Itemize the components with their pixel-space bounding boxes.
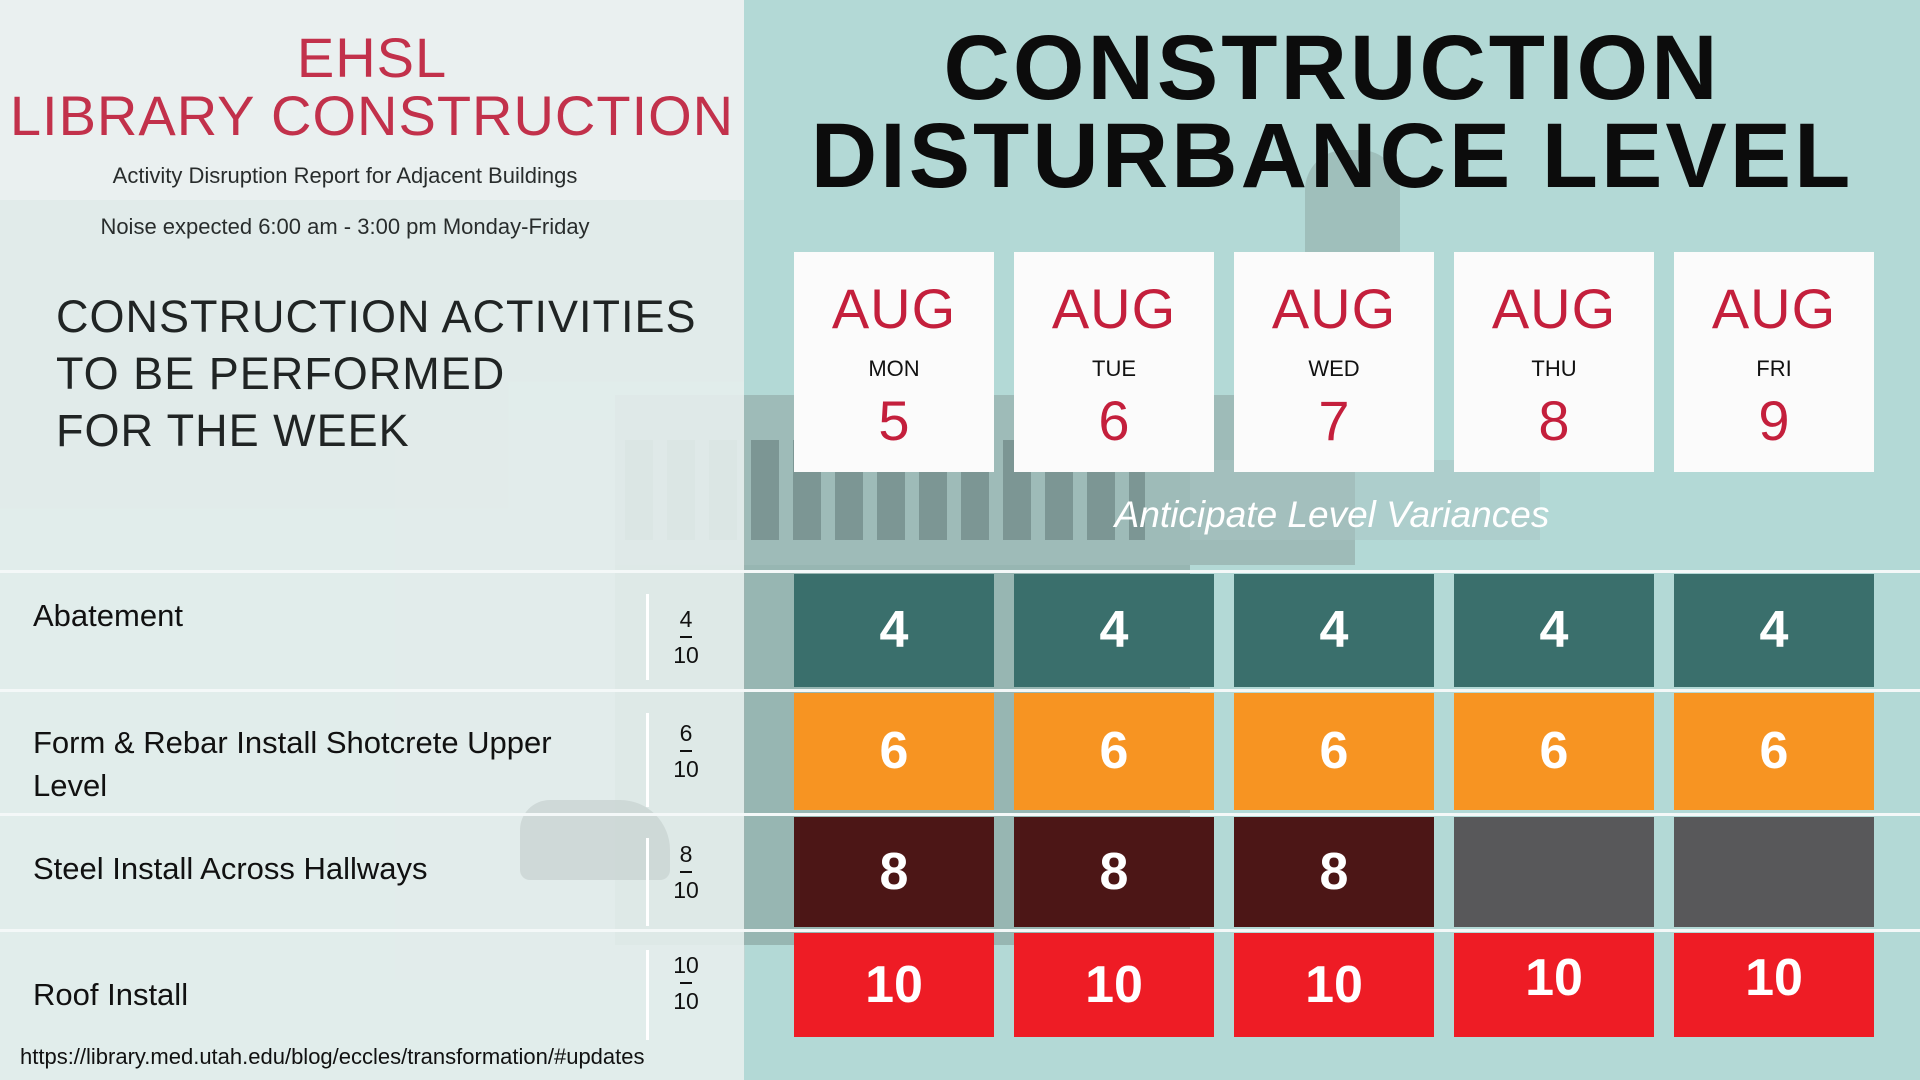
level-cell: 10 xyxy=(1454,933,1654,1037)
activities-heading-line: FOR THE WEEK xyxy=(56,405,410,456)
level-cell: 10 xyxy=(794,933,994,1037)
activity-label: Steel Install Across Hallways xyxy=(33,851,428,886)
fraction-numerator: 6 xyxy=(679,720,693,746)
date-month: AUG xyxy=(1491,277,1617,340)
noise-note: Noise expected 6:00 am - 3:00 pm Monday-… xyxy=(100,214,590,239)
row-separator-bar xyxy=(646,594,649,680)
level-cell: 6 xyxy=(1674,693,1874,810)
fraction-numerator: 4 xyxy=(679,606,693,632)
level-cell: 8 xyxy=(1014,817,1214,927)
header-block: EHSL LIBRARY CONSTRUCTION Activity Disru… xyxy=(0,0,744,200)
fraction-bar xyxy=(680,871,692,873)
fraction-bar xyxy=(680,636,692,638)
header-title-line1: EHSL xyxy=(296,26,448,89)
level-fraction: 6 10 xyxy=(660,721,712,781)
date-day: 8 xyxy=(1538,389,1570,452)
date-weekday: THU xyxy=(1531,356,1577,381)
level-cell: 10 xyxy=(1014,933,1214,1037)
main-title-line: CONSTRUCTION xyxy=(943,17,1721,119)
header-subtitle: Activity Disruption Report for Adjacent … xyxy=(112,163,578,188)
level-cell: 6 xyxy=(1454,693,1654,810)
date-card: AUG WED 7 xyxy=(1234,252,1434,472)
level-fraction: 4 10 xyxy=(660,607,712,667)
level-cell: 4 xyxy=(794,574,994,687)
activities-heading: CONSTRUCTION ACTIVITIES TO BE PERFORMED … xyxy=(56,288,697,459)
activities-heading-line: TO BE PERFORMED xyxy=(56,348,506,399)
date-day: 6 xyxy=(1098,389,1130,452)
fraction-denominator: 10 xyxy=(673,988,699,1014)
date-weekday: WED xyxy=(1308,356,1360,381)
row-separator-bar xyxy=(646,713,649,807)
footer-url[interactable]: https://library.med.utah.edu/blog/eccles… xyxy=(20,1044,645,1069)
activities-heading-line: CONSTRUCTION ACTIVITIES xyxy=(56,291,697,342)
level-fraction: 10 10 xyxy=(660,953,712,1013)
date-day: 7 xyxy=(1318,389,1350,452)
level-cell: 6 xyxy=(1014,693,1214,810)
fraction-bar xyxy=(680,982,692,984)
date-month: AUG xyxy=(1711,277,1837,340)
date-month: AUG xyxy=(1051,277,1177,340)
fraction-denominator: 10 xyxy=(673,642,699,668)
date-card: AUG MON 5 xyxy=(794,252,994,472)
level-cell: 10 xyxy=(1234,933,1434,1037)
level-cell: 4 xyxy=(1234,574,1434,687)
date-weekday: TUE xyxy=(1092,356,1136,381)
level-fraction: 8 10 xyxy=(660,842,712,902)
inactive-cell xyxy=(1454,817,1654,927)
row-separator-bar xyxy=(646,838,649,926)
date-month: AUG xyxy=(1271,277,1397,340)
fraction-denominator: 10 xyxy=(673,877,699,903)
level-cell: 10 xyxy=(1674,933,1874,1037)
row-divider xyxy=(0,929,1920,932)
row-separator-bar xyxy=(646,950,649,1040)
row-divider xyxy=(0,570,1920,573)
background-building-right xyxy=(1190,460,1540,540)
date-card: AUG THU 8 xyxy=(1454,252,1654,472)
date-weekday: MON xyxy=(868,356,920,381)
header-title-line2: LIBRARY CONSTRUCTION xyxy=(9,84,735,147)
activity-label: Form & Rebar Install Shotcrete Upper Lev… xyxy=(33,725,552,803)
fraction-numerator: 8 xyxy=(679,841,693,867)
main-title: CONSTRUCTION DISTURBANCE LEVEL xyxy=(744,17,1920,207)
activity-label: Abatement xyxy=(33,598,183,633)
date-day: 5 xyxy=(878,389,910,452)
date-day: 9 xyxy=(1758,389,1790,452)
fraction-denominator: 10 xyxy=(673,756,699,782)
level-cell: 4 xyxy=(1674,574,1874,687)
variance-note: Anticipate Level Variances xyxy=(1114,494,1550,535)
inactive-cell xyxy=(1674,817,1874,927)
level-cell: 6 xyxy=(794,693,994,810)
level-cell: 6 xyxy=(1234,693,1434,810)
row-divider xyxy=(0,813,1920,816)
level-cell: 8 xyxy=(1234,817,1434,927)
fraction-bar xyxy=(680,750,692,752)
level-cell: 4 xyxy=(1014,574,1214,687)
left-panel: EHSL LIBRARY CONSTRUCTION Activity Disru… xyxy=(0,0,744,1080)
row-divider xyxy=(0,689,1920,692)
date-weekday: FRI xyxy=(1756,356,1792,381)
date-card: AUG FRI 9 xyxy=(1674,252,1874,472)
level-cell: 4 xyxy=(1454,574,1654,687)
level-cell: 8 xyxy=(794,817,994,927)
date-month: AUG xyxy=(831,277,957,340)
main-title-line: DISTURBANCE LEVEL xyxy=(810,105,1854,207)
fraction-numerator: 10 xyxy=(673,952,699,978)
activity-label: Roof Install xyxy=(33,977,189,1012)
date-card: AUG TUE 6 xyxy=(1014,252,1214,472)
